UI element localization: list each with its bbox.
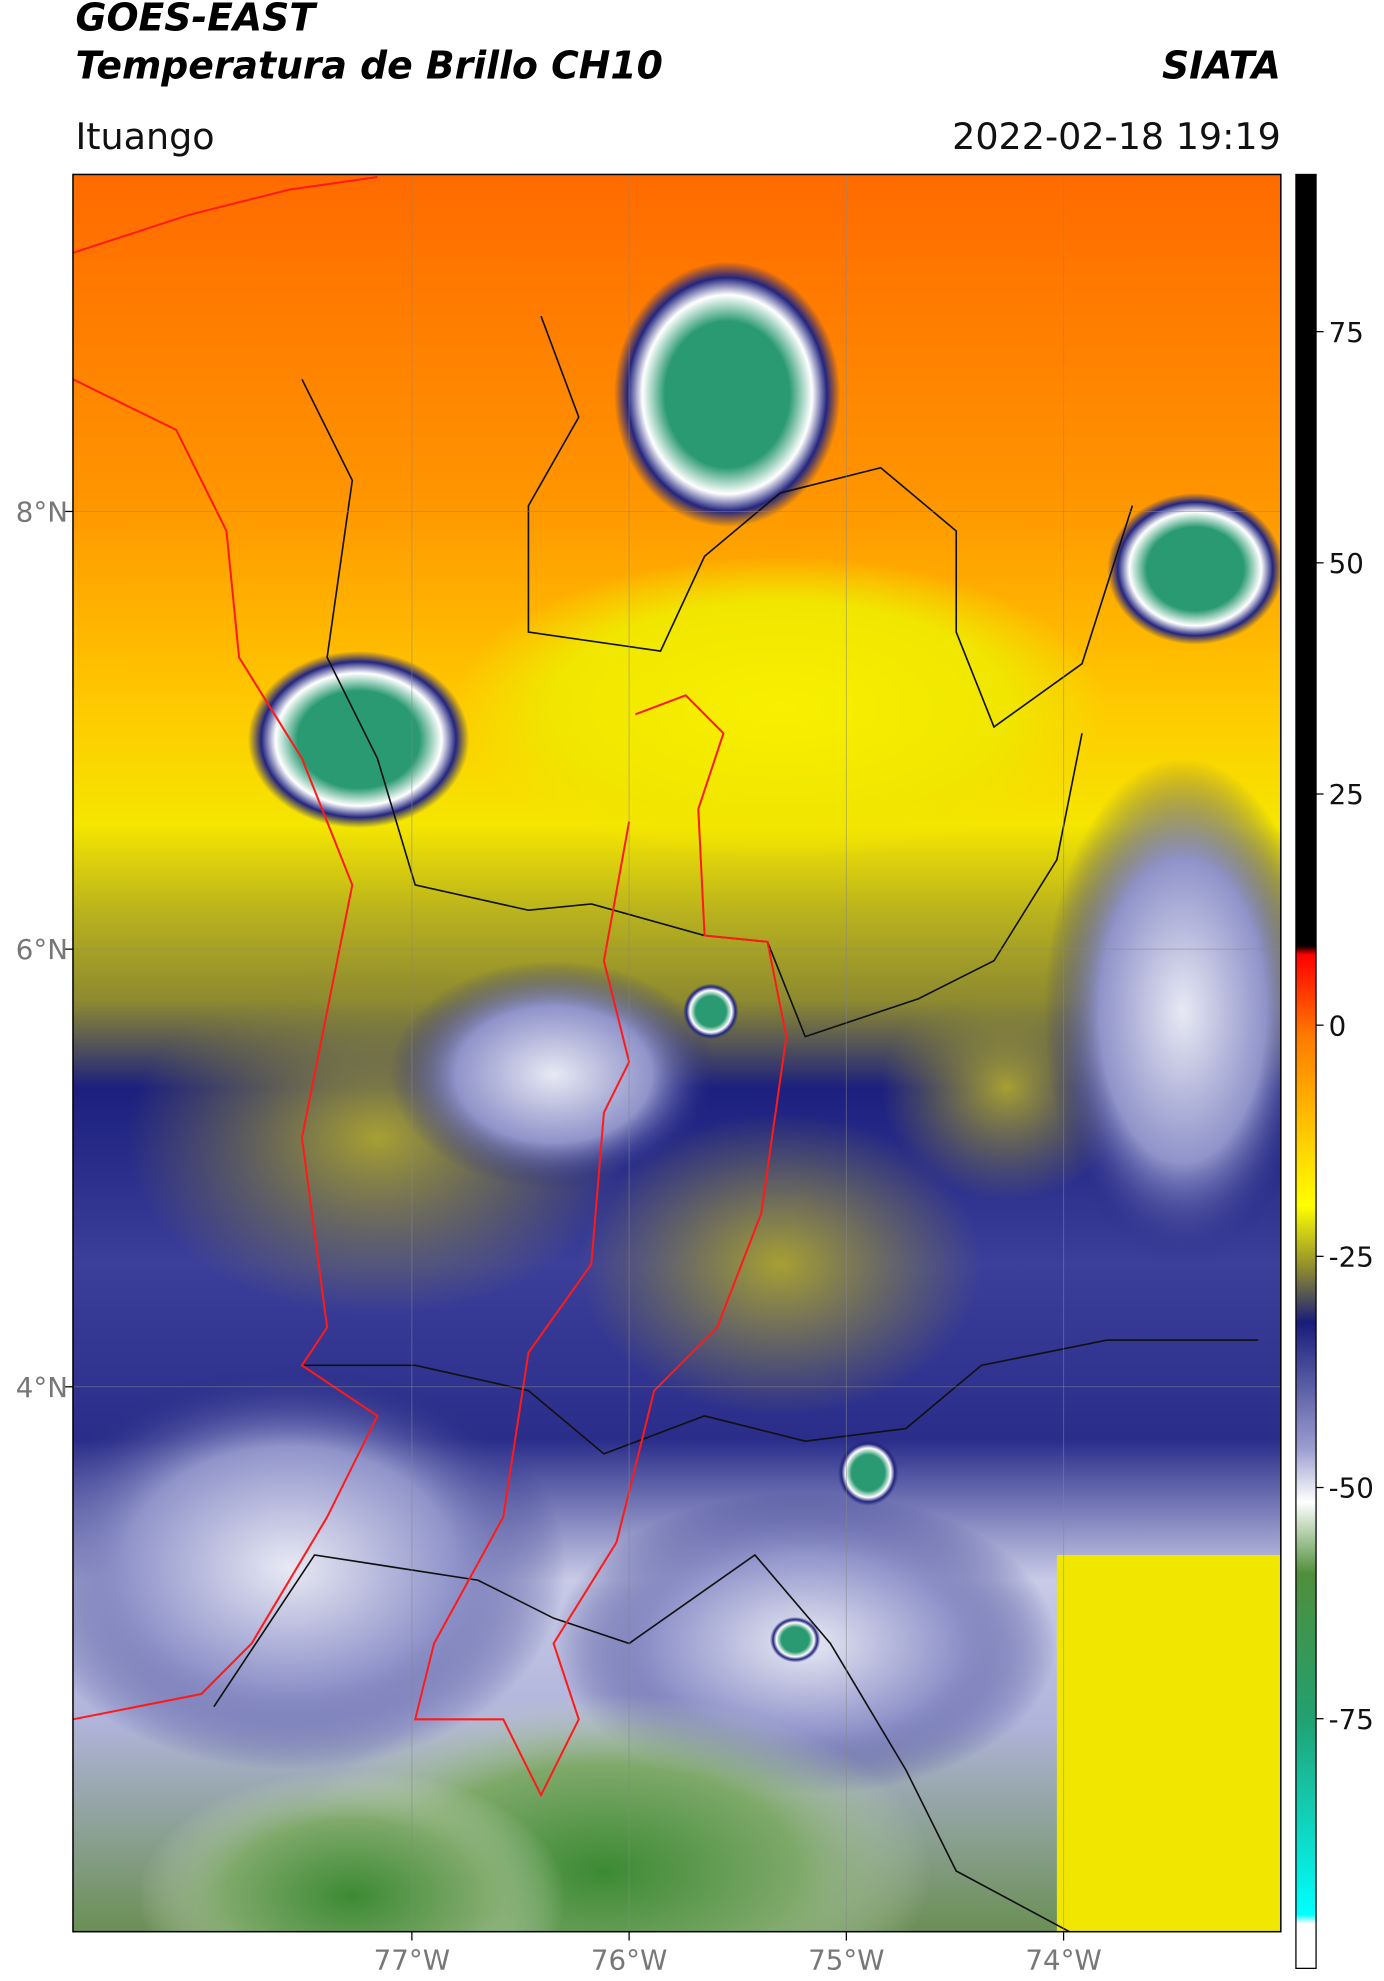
region: Ituango	[75, 115, 214, 158]
x-tick-label: 77°W	[374, 1944, 450, 1977]
satellite-image	[72, 174, 1281, 1932]
title: GOES-EAST	[75, 0, 318, 39]
colorbar-tick-label: 75	[1329, 316, 1364, 349]
y-tick-label: 4°N	[16, 1371, 68, 1404]
colorbar-tick-label: 25	[1329, 778, 1364, 811]
colorbar	[1295, 173, 1317, 1969]
colorbar-tick-label: 50	[1329, 547, 1364, 580]
x-tick-label: 75°W	[808, 1944, 884, 1977]
x-tick-label: 76°W	[591, 1944, 667, 1977]
colorbar-tick-label: 0	[1329, 1009, 1347, 1042]
y-tick-label: 6°N	[16, 933, 68, 966]
x-tick-label: 74°W	[1025, 1944, 1101, 1977]
datetime: 2022-02-18 19:19	[952, 115, 1281, 158]
colorbar-tick-label: -25	[1329, 1240, 1374, 1273]
subtitle: Temperatura de Brillo CH10	[75, 43, 662, 87]
y-tick-label: 8°N	[16, 496, 68, 529]
map-frame	[72, 173, 1282, 1933]
colorbar-tick-label: -50	[1329, 1472, 1374, 1505]
colorbar-tick-label: -75	[1329, 1703, 1374, 1736]
brand: SIATA	[1162, 43, 1281, 87]
